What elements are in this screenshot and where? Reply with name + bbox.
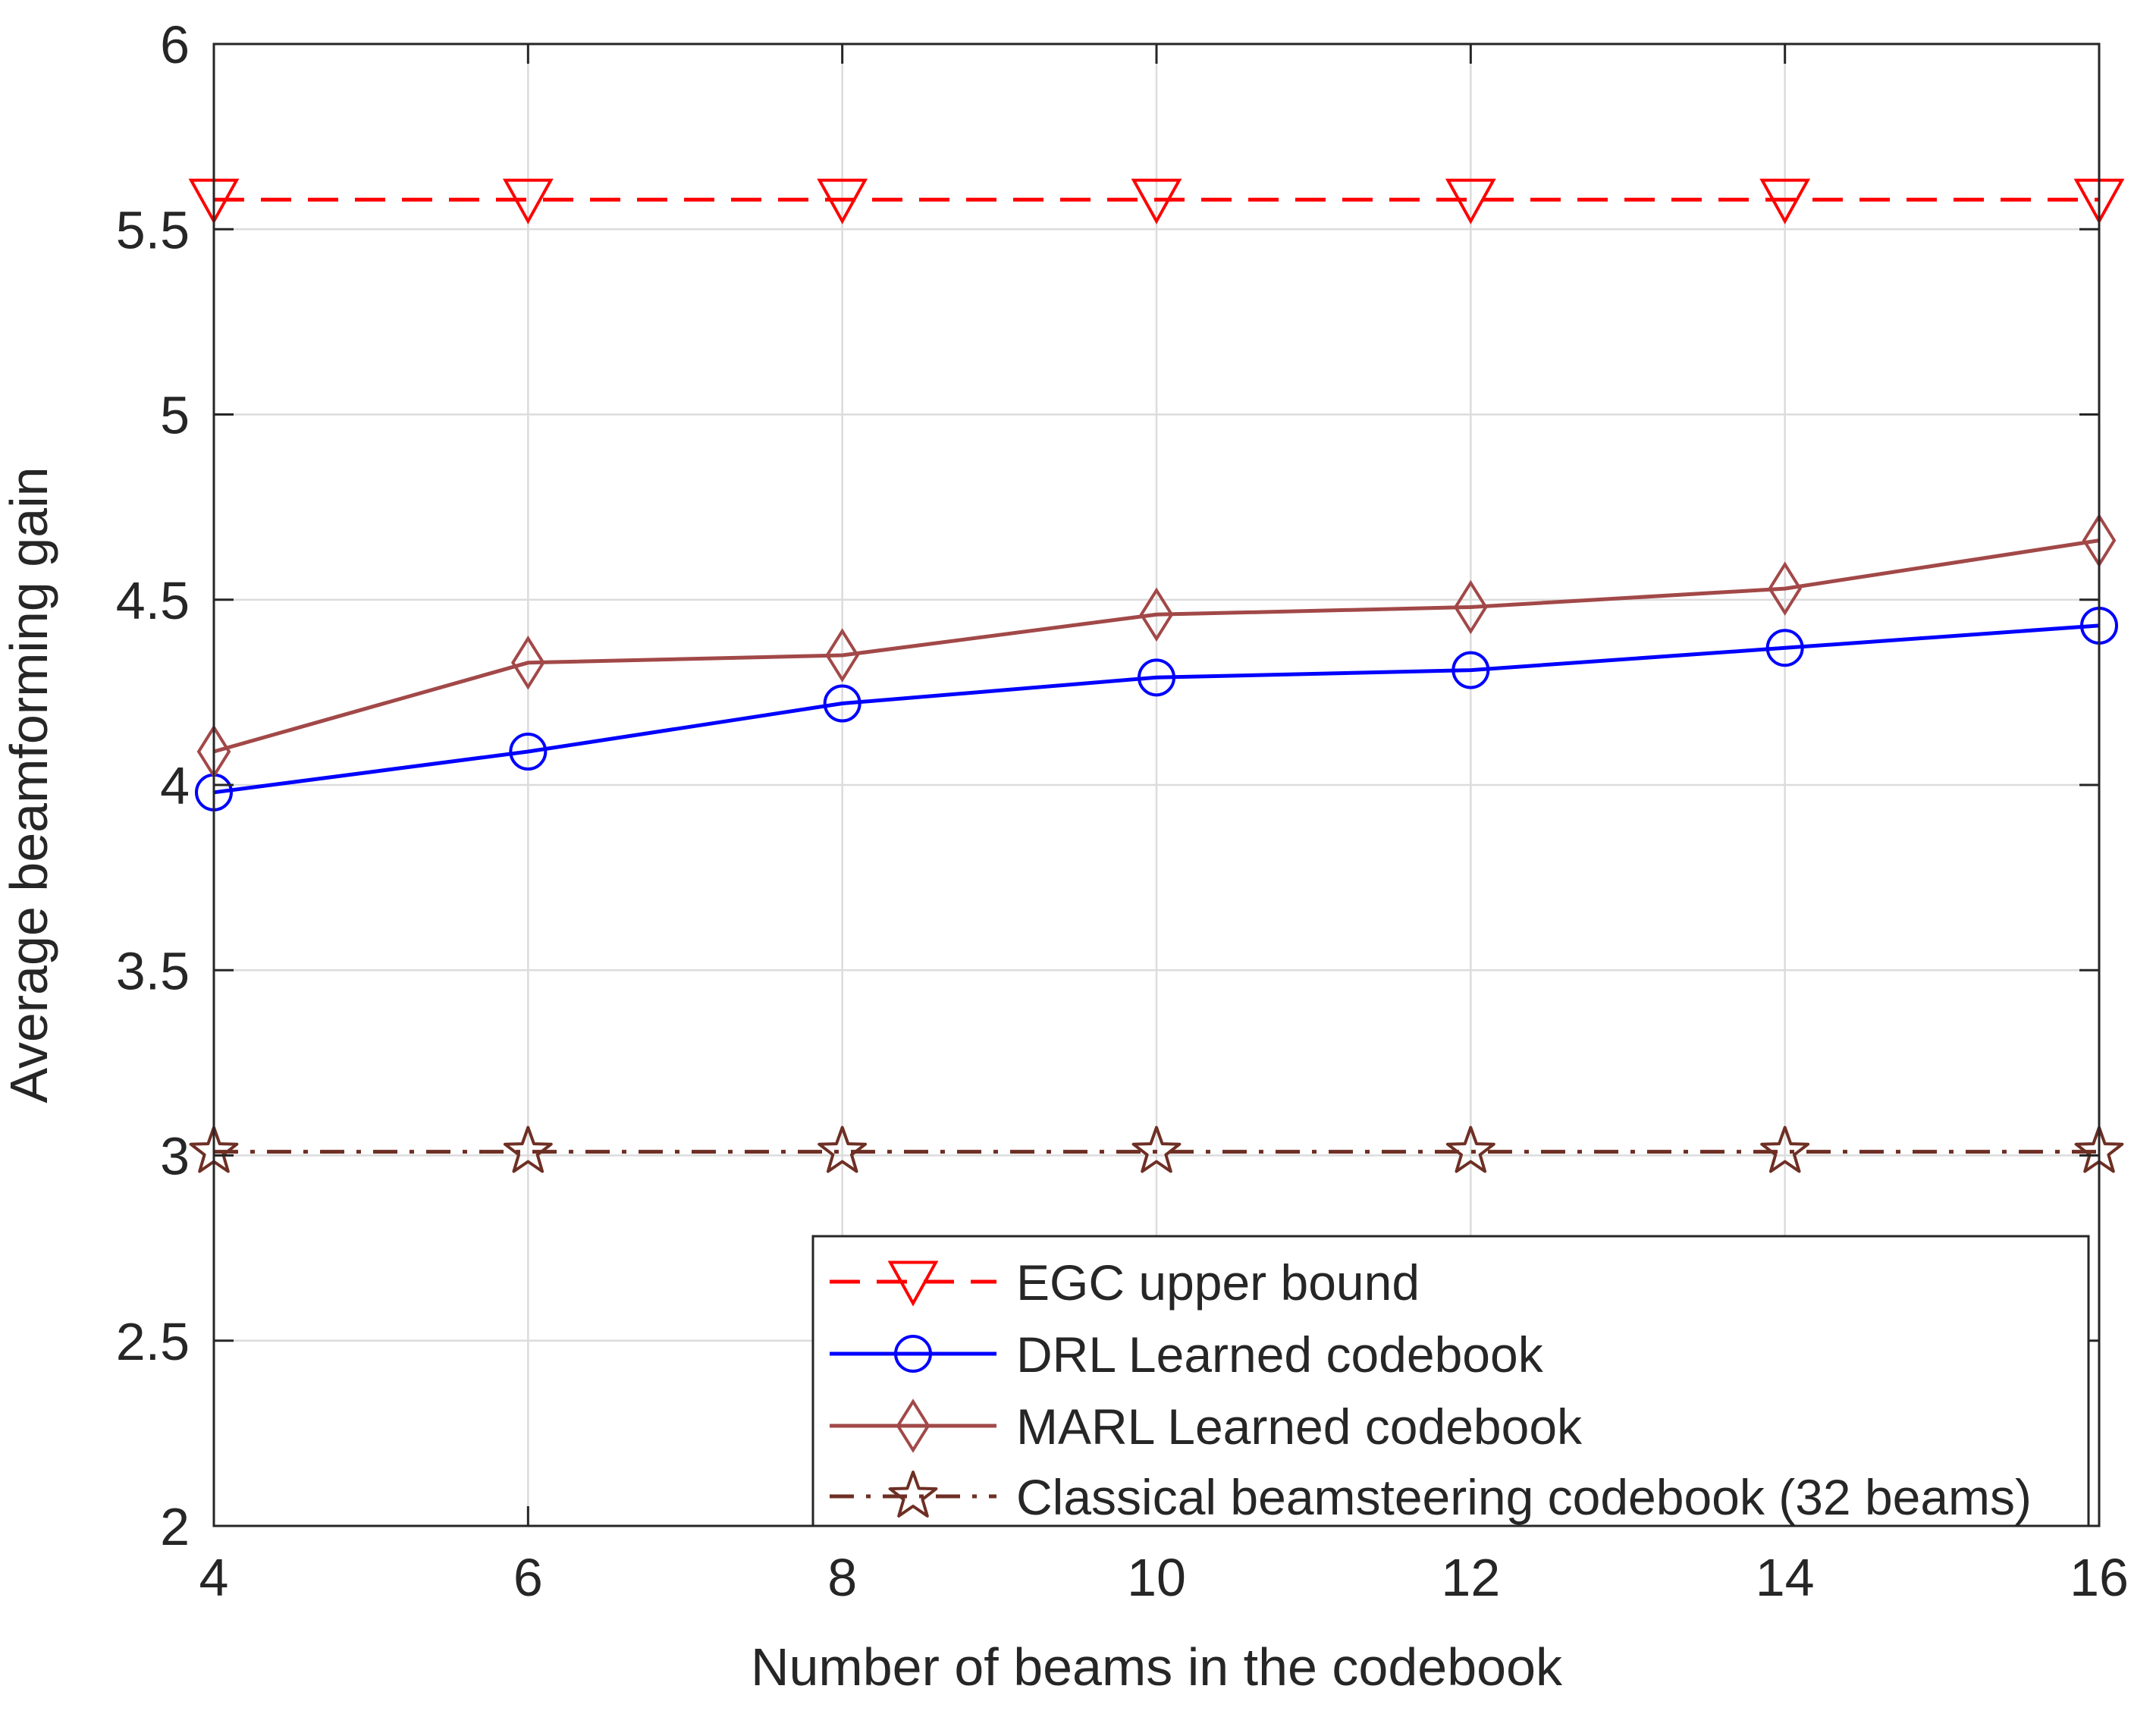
- series-1: [188, 178, 2125, 224]
- data-point: [1765, 629, 1804, 667]
- legend-entry: DRL Learned codebook: [830, 1326, 1544, 1383]
- data-point: [1445, 1125, 1495, 1173]
- data-point: [1131, 178, 1182, 224]
- plot-series: [188, 178, 2125, 1173]
- data-point: [502, 178, 554, 224]
- data-point: [510, 636, 545, 690]
- data-point: [509, 733, 548, 771]
- series-line: [213, 623, 2100, 795]
- data-point: [1131, 1125, 1182, 1173]
- data-point: [1451, 651, 1490, 689]
- data-point: [1768, 561, 1803, 616]
- y-axis-label: Average beamforming gain: [0, 466, 58, 1103]
- data-point: [1138, 658, 1175, 697]
- legend-entry: MARL Learned codebook: [830, 1399, 1583, 1455]
- legend-marker: [888, 1471, 938, 1518]
- series-line: [213, 538, 2100, 754]
- data-point: [818, 1125, 868, 1173]
- y-tick-label: 4.5: [116, 571, 190, 630]
- legend: EGC upper bound DRL Learned codebook MARL …: [811, 1235, 2090, 1527]
- data-point: [817, 178, 868, 224]
- legend-label: EGC upper bound: [1016, 1254, 1420, 1311]
- legend-marker: [894, 1335, 932, 1373]
- data-point: [823, 684, 861, 723]
- legend-box: [811, 1235, 2090, 1527]
- legend-marker: [887, 1260, 939, 1307]
- x-tick-label: 10: [1127, 1548, 1186, 1607]
- y-tick-label: 4: [160, 756, 190, 815]
- x-tick-label: 4: [199, 1548, 229, 1607]
- legend-label: MARL Learned codebook: [1016, 1399, 1583, 1455]
- y-tick-label: 6: [160, 15, 190, 74]
- legend-entry: Classical beamsteering codebook (32 beam…: [830, 1469, 2032, 1525]
- data-point: [1760, 1125, 1810, 1173]
- data-point: [1139, 587, 1174, 642]
- y-tick-label: 2.5: [116, 1312, 190, 1371]
- x-axis-label: Number of beams in the codebook: [751, 1637, 1563, 1697]
- y-tick-label: 3.5: [116, 941, 190, 1000]
- y-tick-label: 2: [160, 1497, 190, 1556]
- legend-label: DRL Learned codebook: [1016, 1326, 1544, 1383]
- legend-label: Classical beamsteering codebook (32 beam…: [1016, 1469, 2032, 1525]
- legend-entry: EGC upper bound: [830, 1254, 1420, 1311]
- legend-marker: [896, 1399, 931, 1453]
- data-point: [503, 1125, 553, 1173]
- y-tick-label: 5.5: [116, 200, 190, 259]
- data-point: [1445, 178, 1496, 224]
- data-point: [825, 628, 860, 683]
- y-tick-label: 5: [160, 386, 190, 445]
- x-tick-label: 6: [513, 1548, 543, 1607]
- x-tick-label: 14: [1756, 1548, 1815, 1607]
- x-tick-label: 8: [827, 1548, 857, 1607]
- x-tick-label: 16: [2070, 1548, 2129, 1607]
- data-point: [1453, 579, 1488, 635]
- x-tick-label: 12: [1441, 1548, 1500, 1607]
- axis-ticks: 4 6 8 10 12 14 16 2 2.5 3 3.5 4 4.5 5 5.5 6: [116, 15, 2129, 1607]
- y-tick-label: 3: [160, 1127, 190, 1186]
- data-point: [1759, 178, 1811, 224]
